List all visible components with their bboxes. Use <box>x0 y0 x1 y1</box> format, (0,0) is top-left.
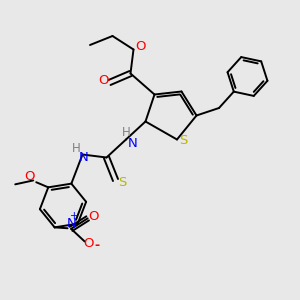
Text: N: N <box>79 151 89 164</box>
Text: N: N <box>67 217 76 230</box>
Text: O: O <box>136 40 146 53</box>
Text: H: H <box>122 126 130 140</box>
Text: +: + <box>70 211 79 221</box>
Text: -: - <box>95 239 100 252</box>
Text: O: O <box>88 210 98 224</box>
Text: O: O <box>83 237 94 250</box>
Text: H: H <box>72 142 81 155</box>
Text: S: S <box>179 134 187 148</box>
Text: O: O <box>98 74 109 88</box>
Text: S: S <box>118 176 126 190</box>
Text: N: N <box>128 136 137 150</box>
Text: O: O <box>24 170 34 183</box>
